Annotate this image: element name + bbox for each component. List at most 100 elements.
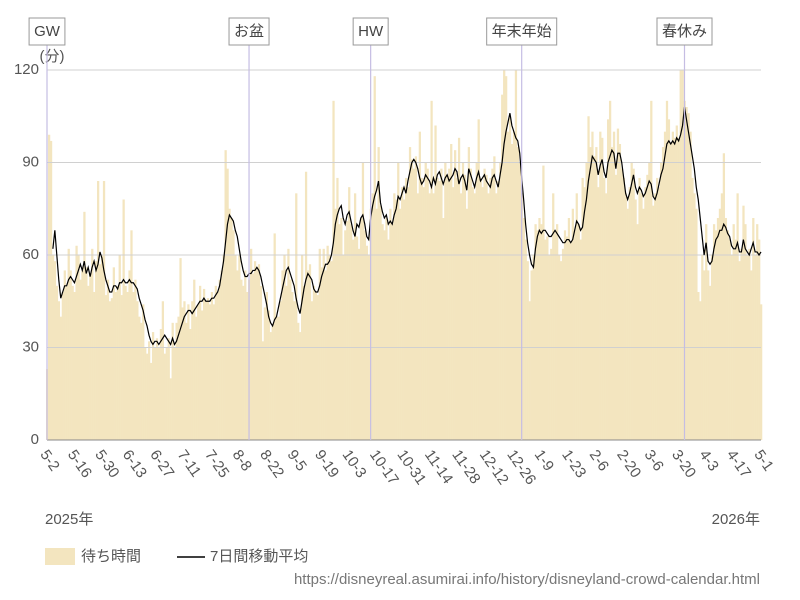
y-tick-label: 90 xyxy=(22,153,39,170)
bar xyxy=(614,174,618,441)
bar xyxy=(607,119,610,440)
bar xyxy=(671,131,675,440)
bar xyxy=(542,165,545,441)
bar xyxy=(450,144,453,440)
bar xyxy=(381,224,384,440)
bar xyxy=(287,248,290,440)
bar xyxy=(554,230,557,440)
bar xyxy=(707,270,710,440)
bar xyxy=(61,292,64,440)
bar xyxy=(575,193,578,440)
bar xyxy=(263,307,267,440)
bar xyxy=(208,304,212,440)
y-tick-label: 30 xyxy=(22,338,39,355)
bar xyxy=(75,245,78,440)
bar xyxy=(599,131,602,440)
x-tick-label: 10-17 xyxy=(366,447,402,488)
bar xyxy=(646,174,649,441)
bar xyxy=(57,301,61,440)
bar xyxy=(183,301,186,440)
bar xyxy=(712,224,716,440)
bar xyxy=(120,295,123,440)
bar xyxy=(224,150,227,440)
bar xyxy=(193,279,196,440)
bar xyxy=(387,239,390,440)
bar xyxy=(567,218,571,440)
bar xyxy=(79,279,82,440)
bar xyxy=(144,347,147,440)
bar xyxy=(522,218,525,440)
bar xyxy=(404,177,408,440)
bar xyxy=(379,205,382,440)
year-end: 2026年 xyxy=(712,511,760,528)
bar xyxy=(279,301,282,440)
bar xyxy=(216,292,219,440)
x-tick-label: 11-28 xyxy=(448,447,483,487)
bar xyxy=(442,218,445,440)
bar xyxy=(552,193,555,440)
bar xyxy=(403,199,406,440)
bar xyxy=(459,193,463,440)
bar xyxy=(65,285,68,440)
bar xyxy=(273,233,276,440)
bar xyxy=(518,162,522,440)
bar xyxy=(149,362,153,440)
bar xyxy=(326,245,329,440)
bar xyxy=(512,131,516,440)
bar xyxy=(559,261,563,440)
x-tick-label: 7-11 xyxy=(174,447,205,480)
bar xyxy=(169,378,172,440)
bar xyxy=(448,168,451,440)
bar xyxy=(638,177,641,440)
bar xyxy=(371,193,374,440)
bar xyxy=(261,341,265,440)
bar xyxy=(499,162,502,440)
bar xyxy=(346,221,349,440)
bar xyxy=(200,310,204,440)
bar xyxy=(47,134,51,440)
bar xyxy=(136,301,139,440)
bar xyxy=(318,248,321,440)
bar xyxy=(659,162,663,440)
bar xyxy=(446,174,449,441)
bar xyxy=(467,147,471,441)
bar xyxy=(363,230,367,440)
bar xyxy=(475,162,478,440)
bar xyxy=(640,193,643,440)
bar xyxy=(463,174,467,441)
bar xyxy=(138,316,141,440)
bar xyxy=(587,116,590,440)
bar xyxy=(752,218,755,440)
bar xyxy=(383,230,386,440)
bar xyxy=(108,301,112,440)
bar xyxy=(259,285,263,440)
bar xyxy=(181,307,184,440)
bar xyxy=(620,168,624,440)
bar xyxy=(756,224,759,440)
bar xyxy=(716,218,720,440)
bar xyxy=(722,153,726,440)
bar xyxy=(220,270,223,440)
bar xyxy=(155,338,159,440)
annotation-box xyxy=(486,17,558,46)
bar xyxy=(159,329,163,440)
bar xyxy=(228,208,231,440)
bar xyxy=(250,248,253,440)
bar xyxy=(285,285,288,440)
bar xyxy=(760,304,763,440)
bar xyxy=(265,292,268,440)
bar xyxy=(236,270,239,440)
bar xyxy=(93,292,96,440)
bar xyxy=(195,316,198,440)
x-tick-label: 7-25 xyxy=(201,447,232,481)
bar xyxy=(544,239,547,440)
x-tick-label: 8-22 xyxy=(256,447,287,481)
bar xyxy=(734,239,737,440)
bar xyxy=(85,267,88,440)
bar xyxy=(410,159,414,440)
bar xyxy=(314,292,318,440)
bar xyxy=(187,304,190,440)
bar xyxy=(506,131,510,440)
bar xyxy=(495,193,498,440)
bar xyxy=(622,177,625,440)
